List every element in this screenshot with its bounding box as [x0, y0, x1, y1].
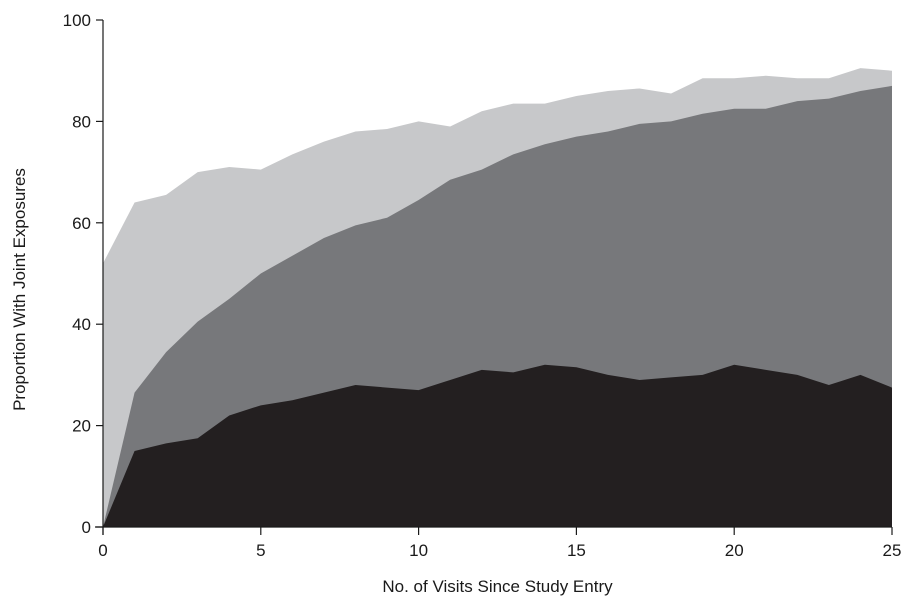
area-layers: [103, 68, 892, 527]
y-tick-label: 20: [72, 417, 91, 436]
area-layer-1: [103, 364, 892, 527]
x-tick-label: 25: [883, 541, 902, 560]
y-ticks: 0 20 40 60 80 100: [63, 11, 103, 537]
x-tick-label: 15: [567, 541, 586, 560]
x-tick-label: 5: [256, 541, 265, 560]
x-ticks: 0 5 10 15 20 25: [98, 527, 901, 560]
y-axis-label: Proportion With Joint Exposures: [10, 168, 29, 411]
x-tick-label: 0: [98, 541, 107, 560]
x-tick-label: 10: [409, 541, 428, 560]
x-axis-label: No. of Visits Since Study Entry: [382, 577, 613, 596]
y-tick-label: 100: [63, 11, 91, 30]
x-tick-label: 20: [725, 541, 744, 560]
axes: [95, 20, 892, 535]
y-tick-label: 60: [72, 214, 91, 233]
y-tick-label: 0: [82, 518, 91, 537]
y-tick-label: 80: [72, 112, 91, 131]
y-tick-label: 40: [72, 315, 91, 334]
